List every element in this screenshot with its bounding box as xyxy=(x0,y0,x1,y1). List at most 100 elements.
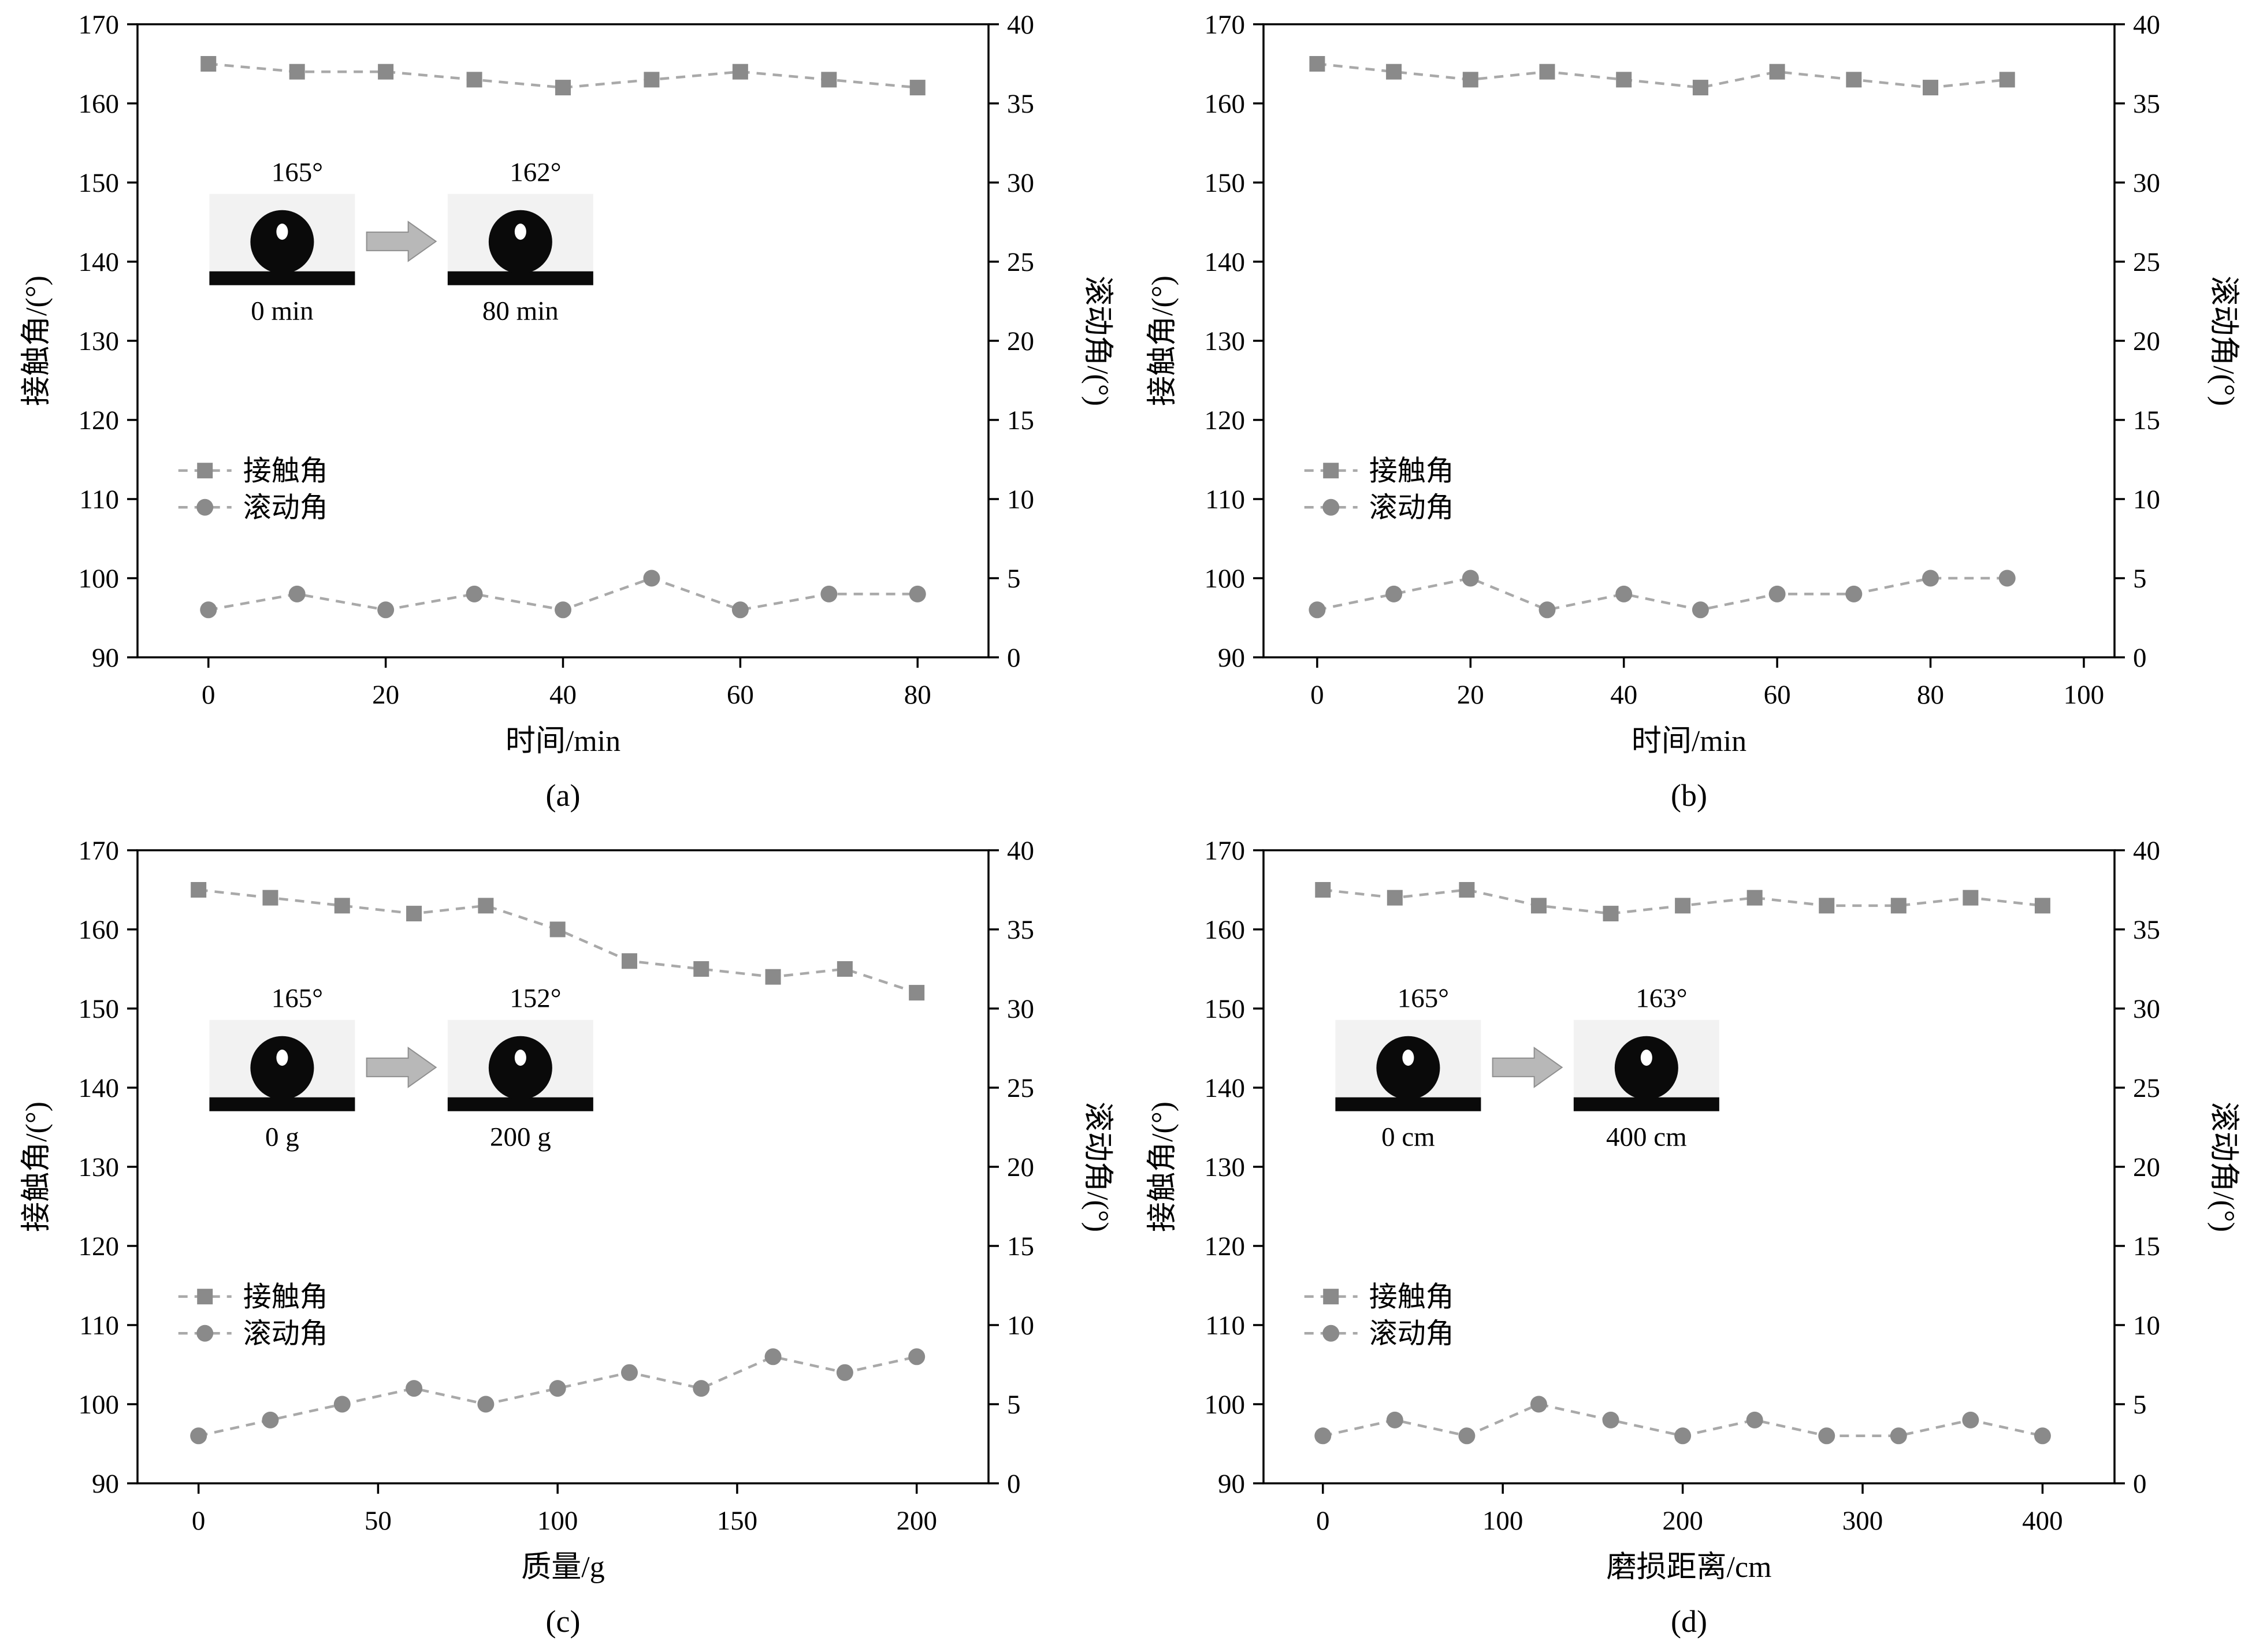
bottom-tick-label: 40 xyxy=(549,680,577,710)
square-marker xyxy=(1746,890,1763,906)
chart-a-svg: 90 100 110 120 130 140 150 160 170 0 5 10 15 20 25 30 35… xyxy=(20,10,1114,758)
left-tick-label: 120 xyxy=(1205,1231,1246,1262)
inset: 165° 0 cm 163° 400 cm xyxy=(1335,984,1719,1152)
right-tick-label: 10 xyxy=(2133,485,2160,515)
square-marker xyxy=(765,969,781,985)
circle-marker xyxy=(1768,585,1786,602)
right-tick-label: 25 xyxy=(2133,1073,2160,1103)
bottom-tick-label: 20 xyxy=(372,680,399,710)
left-tick-label: 130 xyxy=(1205,326,1246,356)
bottom-tick-label: 60 xyxy=(1764,680,1791,710)
bottom-tick-label: 200 xyxy=(896,1506,937,1536)
left-tick-label: 100 xyxy=(1205,564,1246,594)
legend-label: 接触角 xyxy=(1369,1281,1454,1313)
square-marker xyxy=(334,898,350,914)
square-marker xyxy=(1539,64,1555,80)
square-marker xyxy=(549,921,566,937)
left-tick-label: 150 xyxy=(1205,168,1246,198)
bottom-tick-label: 400 xyxy=(2022,1506,2063,1536)
square-marker xyxy=(1530,898,1547,914)
left-tick-label: 170 xyxy=(1205,10,1246,40)
circle-marker xyxy=(466,585,483,602)
circle-marker xyxy=(1458,1427,1476,1445)
bottom-tick-label: 200 xyxy=(1662,1506,1703,1536)
inset-angle-label: 165° xyxy=(272,158,323,188)
droplet-photo xyxy=(209,1020,355,1111)
right-tick-label: 40 xyxy=(1007,836,1034,866)
circle-marker xyxy=(908,1348,926,1365)
bottom-tick-label: 60 xyxy=(727,680,754,710)
square-marker xyxy=(732,64,748,80)
left-tick-label: 120 xyxy=(79,405,120,436)
circle-marker xyxy=(1385,585,1403,602)
circle-marker xyxy=(909,585,926,602)
left-tick-label: 150 xyxy=(79,168,120,198)
panel-a: 90 100 110 120 130 140 150 160 170 0 5 10 15 20 25 30 35… xyxy=(0,0,1126,826)
square-marker xyxy=(1846,72,1862,88)
inset-caption-label: 400 cm xyxy=(1606,1122,1687,1152)
circle-marker xyxy=(1962,1411,1979,1428)
square-marker xyxy=(909,985,925,1001)
right-y-axis-label: 滚动角/(°) xyxy=(1081,276,1114,406)
bottom-tick-label: 80 xyxy=(1917,680,1944,710)
plot-frame xyxy=(136,23,990,658)
bottom-tick-label: 100 xyxy=(1482,1506,1523,1536)
circle-marker xyxy=(555,601,571,619)
series-rolling-angle xyxy=(1309,570,2016,619)
panel-a-caption: (a) xyxy=(545,778,581,813)
left-tick-label: 160 xyxy=(1205,89,1246,119)
square-marker xyxy=(1923,80,1939,96)
right-tick-label: 25 xyxy=(1007,247,1034,277)
left-tick-label: 100 xyxy=(79,1390,120,1420)
water-droplet xyxy=(488,210,552,274)
legend-label: 滚动角 xyxy=(1369,1318,1454,1349)
square-marker xyxy=(1963,890,1979,906)
left-tick-label: 90 xyxy=(1218,1469,1245,1499)
square-marker xyxy=(289,64,305,80)
inset-caption-label: 0 min xyxy=(251,296,313,326)
droplet-highlight xyxy=(1640,1050,1652,1066)
left-tick-label: 110 xyxy=(79,1311,119,1341)
left-tick-label: 140 xyxy=(79,1073,120,1103)
series-contact-angle xyxy=(200,56,926,96)
circle-marker xyxy=(1309,601,1326,619)
right-tick-label: 40 xyxy=(2133,10,2160,40)
bottom-tick-label: 0 xyxy=(192,1506,206,1536)
series-rolling-angle xyxy=(1314,1396,2051,1445)
square-marker xyxy=(1999,72,2015,88)
droplet-photo xyxy=(447,194,593,285)
left-tick-label: 100 xyxy=(1205,1390,1246,1420)
water-droplet xyxy=(1376,1036,1440,1100)
left-tick-label: 160 xyxy=(79,915,120,945)
series-line xyxy=(198,1355,917,1437)
right-arrow-icon xyxy=(1492,1046,1563,1088)
chart-a-container: 90 100 110 120 130 140 150 160 170 0 5 10 15 20 25 30 35… xyxy=(0,0,1126,776)
plot-frame xyxy=(1262,23,2116,658)
left-tick-label: 90 xyxy=(1218,643,1245,673)
droplet-highlight xyxy=(514,224,526,240)
inset-angle-label: 163° xyxy=(1636,984,1687,1014)
square-marker xyxy=(1890,898,1907,914)
square-marker xyxy=(693,961,709,977)
right-tick-label: 0 xyxy=(1007,643,1021,673)
square-marker xyxy=(837,961,853,977)
square-marker xyxy=(909,80,926,96)
left-tick-label: 140 xyxy=(1205,1073,1246,1103)
square-marker xyxy=(644,72,660,88)
circle-marker xyxy=(200,601,217,619)
panel-b: 90 100 110 120 130 140 150 160 170 0 5 10 15 20 25 30 35… xyxy=(1126,0,2252,826)
x-axis-label: 时间/min xyxy=(1632,725,1746,758)
right-tick-label: 5 xyxy=(2133,564,2147,594)
right-tick-label: 35 xyxy=(1007,89,1034,119)
square-marker xyxy=(1462,72,1478,88)
bottom-tick-label: 100 xyxy=(537,1506,578,1536)
square-marker xyxy=(478,898,494,914)
square-marker xyxy=(2034,898,2050,914)
circle-marker xyxy=(1322,498,1340,516)
right-tick-label: 20 xyxy=(2133,1152,2160,1182)
left-tick-label: 170 xyxy=(79,836,120,866)
substrate xyxy=(1573,1097,1719,1111)
circle-marker xyxy=(549,1380,566,1397)
inset-angle-label: 152° xyxy=(510,984,561,1014)
